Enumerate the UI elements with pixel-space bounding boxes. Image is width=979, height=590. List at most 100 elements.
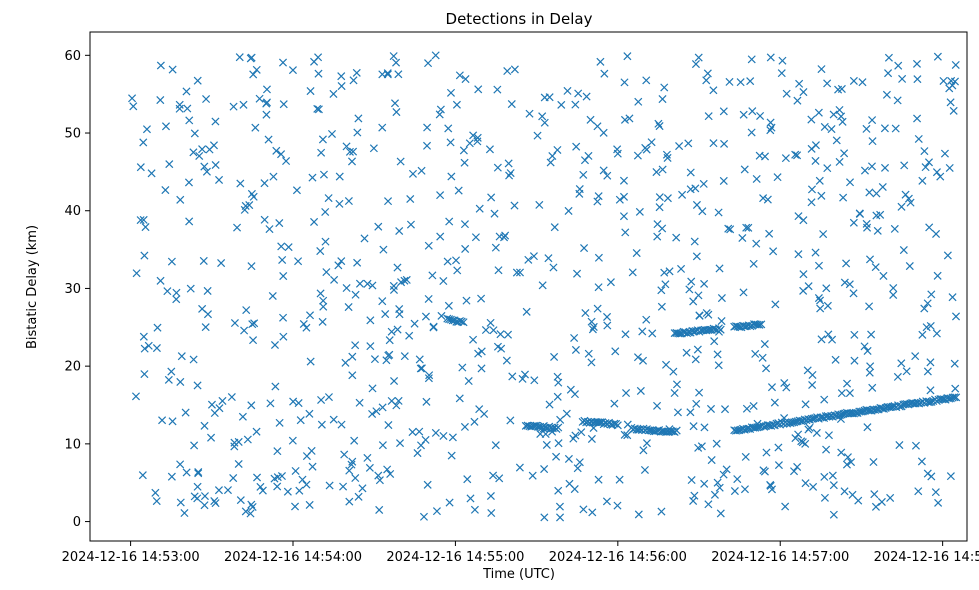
- data-point: [611, 347, 620, 356]
- data-point: [843, 379, 852, 388]
- data-point: [469, 335, 478, 344]
- data-point: [330, 275, 339, 284]
- data-point: [862, 219, 871, 228]
- data-point: [749, 401, 758, 411]
- data-point: [406, 194, 415, 204]
- data-point: [655, 203, 664, 212]
- data-point: [766, 118, 775, 127]
- data-point: [417, 364, 426, 373]
- data-point: [692, 252, 701, 261]
- data-point: [176, 195, 185, 204]
- data-point: [446, 88, 456, 97]
- data-point: [493, 85, 502, 94]
- data-point: [198, 304, 207, 313]
- data-point: [642, 145, 651, 154]
- data-point: [355, 398, 364, 407]
- data-point: [487, 509, 496, 518]
- data-point: [181, 408, 190, 417]
- data-point: [757, 320, 766, 329]
- data-point: [893, 96, 902, 105]
- data-point: [752, 239, 761, 248]
- data-point: [564, 206, 573, 215]
- data-point: [663, 194, 672, 203]
- data-point: [798, 438, 807, 447]
- data-point: [622, 389, 631, 398]
- data-point: [235, 53, 244, 62]
- data-point: [782, 383, 791, 392]
- data-point: [571, 431, 580, 440]
- data-point: [410, 319, 419, 328]
- data-point: [778, 56, 787, 65]
- data-point: [715, 264, 724, 273]
- data-point: [278, 255, 287, 264]
- data-point: [369, 144, 378, 153]
- data-point: [469, 131, 478, 140]
- data-point: [485, 145, 494, 154]
- data-point: [465, 139, 474, 148]
- data-point: [139, 138, 148, 147]
- data-point: [613, 501, 622, 510]
- data-point: [763, 195, 772, 204]
- data-point: [755, 151, 764, 160]
- data-point: [835, 157, 844, 166]
- data-point: [275, 219, 284, 228]
- data-point: [799, 270, 808, 279]
- data-point: [260, 179, 269, 188]
- data-point: [247, 53, 256, 62]
- data-point: [791, 434, 800, 443]
- data-point: [512, 268, 521, 277]
- data-point: [781, 154, 790, 163]
- data-point: [546, 158, 555, 167]
- data-point: [766, 53, 775, 62]
- data-point: [167, 472, 176, 481]
- data-point: [951, 60, 960, 70]
- data-point: [741, 452, 750, 461]
- y-tick-label: 50: [64, 127, 81, 142]
- x-axis: 2024-12-16 14:53:00 2024-12-16 14:54:00 20…: [62, 541, 979, 565]
- data-point: [265, 225, 274, 234]
- data-point: [167, 257, 176, 266]
- data-point: [415, 355, 424, 364]
- data-point: [520, 370, 530, 379]
- data-point: [275, 418, 284, 427]
- data-point: [707, 456, 716, 465]
- data-point: [313, 104, 322, 113]
- data-point: [822, 284, 831, 293]
- data-point: [368, 281, 377, 290]
- x-tick-label: 2024-12-16 14:58:00: [874, 550, 979, 565]
- data-point: [691, 355, 700, 364]
- data-point: [395, 310, 404, 319]
- data-point: [868, 383, 877, 392]
- data-point: [879, 271, 888, 280]
- data-point: [337, 420, 346, 429]
- data-point: [946, 98, 955, 107]
- data-point: [716, 509, 725, 518]
- data-point: [240, 205, 249, 214]
- data-point: [850, 356, 859, 365]
- data-point: [389, 285, 398, 294]
- data-point: [269, 172, 278, 181]
- data-point: [837, 389, 846, 398]
- data-point: [774, 461, 783, 470]
- data-point: [753, 320, 762, 329]
- data-point: [563, 86, 572, 95]
- data-point: [716, 325, 725, 334]
- data-point: [314, 69, 323, 78]
- data-point: [824, 330, 833, 339]
- data-point: [554, 439, 563, 448]
- data-point: [898, 74, 907, 83]
- data-point: [255, 94, 264, 103]
- data-point: [794, 250, 803, 259]
- data-point: [674, 329, 683, 338]
- data-point: [436, 232, 445, 241]
- data-point: [793, 151, 802, 160]
- data-point: [363, 279, 372, 288]
- data-point: [202, 167, 211, 176]
- data-point: [321, 207, 330, 216]
- data-point: [252, 65, 261, 74]
- data-point: [345, 147, 354, 156]
- data-point: [717, 294, 726, 303]
- data-point: [721, 405, 730, 414]
- data-point: [843, 453, 852, 462]
- data-point: [733, 475, 742, 484]
